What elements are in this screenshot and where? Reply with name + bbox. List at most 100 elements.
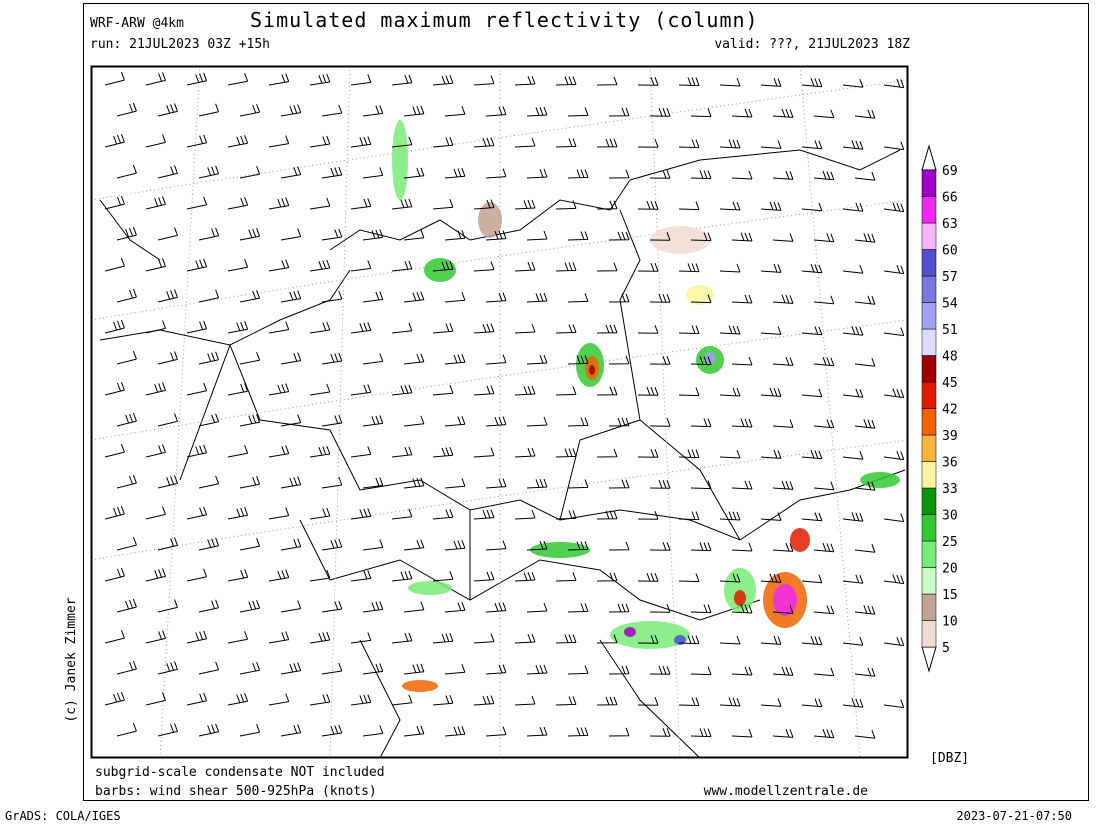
- wind-barb: [116, 164, 137, 179]
- wind-barb: [186, 506, 208, 520]
- wind-barb: [842, 140, 864, 150]
- wind-barb: [555, 510, 577, 520]
- colorbar-label: 66: [942, 191, 958, 206]
- wind-barb: [719, 449, 741, 459]
- colorbar: 5 10 15 20 25 30 33 36 39 42 45 48 51 54 57 60 63 66 69: [921, 144, 958, 673]
- wind-barb: [772, 728, 794, 738]
- wind-barb: [514, 385, 536, 396]
- wind-barb: [772, 419, 794, 428]
- wind-barb: [842, 326, 864, 336]
- wind-barb: [280, 166, 302, 179]
- wind-barb: [842, 451, 864, 460]
- wind-barb: [444, 416, 466, 427]
- wind-barb: [227, 445, 249, 458]
- wind-barb: [268, 383, 290, 396]
- wind-barb: [157, 599, 178, 613]
- wind-barb: [678, 77, 700, 87]
- wind-barb: [608, 541, 630, 551]
- wind-barb: [731, 480, 753, 490]
- wind-barb: [444, 354, 466, 365]
- wind-barb: [444, 292, 466, 303]
- colorbar-box: [921, 169, 937, 197]
- wind-barb: [350, 260, 372, 272]
- wind-barb: [883, 388, 905, 399]
- title: Simulated maximum reflectivity (column): [250, 8, 759, 32]
- wind-barb: [268, 569, 290, 582]
- wind-barb: [432, 447, 454, 458]
- wind-barb: [596, 324, 618, 334]
- wind-barb: [731, 108, 753, 118]
- wind-barb: [649, 418, 671, 427]
- wind-barb: [760, 263, 782, 273]
- colorbar-label: 48: [942, 350, 958, 365]
- wind-barb: [608, 107, 630, 117]
- wind-barb: [280, 414, 302, 427]
- wind-barb: [104, 567, 125, 582]
- wind-barb: [883, 513, 905, 523]
- wind-barb: [403, 663, 425, 675]
- wind-barb: [608, 169, 630, 179]
- wind-barb: [555, 696, 577, 706]
- wind-barb: [104, 691, 125, 706]
- wind-barb: [145, 382, 166, 396]
- wind-barb: [403, 105, 425, 117]
- wind-barb: [432, 695, 454, 706]
- wind-barb: [637, 697, 659, 706]
- wind-barb: [772, 666, 794, 676]
- wind-barb: [678, 325, 700, 335]
- wind-barb: [690, 666, 712, 676]
- colorbar-box: [921, 408, 937, 436]
- wind-barb: [772, 294, 794, 304]
- wind-barb: [555, 448, 577, 458]
- wind-barb: [321, 476, 343, 489]
- colorbar-label: 39: [942, 429, 958, 444]
- wind-barb: [473, 137, 495, 148]
- borders: [99, 149, 906, 759]
- wind-barb: [321, 600, 343, 613]
- wind-barb: [157, 351, 178, 365]
- wind-barb: [309, 507, 331, 520]
- wind-barb: [198, 227, 220, 241]
- wind-barb: [760, 387, 782, 397]
- wind-barb: [690, 480, 712, 490]
- wind-barb: [608, 603, 630, 613]
- wind-barb: [444, 602, 466, 613]
- wind-barb: [432, 261, 454, 272]
- wind-barb: [731, 356, 753, 366]
- wind-barb: [145, 630, 166, 644]
- wind-barb: [473, 75, 495, 86]
- colorbar-box: [921, 593, 937, 621]
- wind-barb: [198, 599, 220, 613]
- wind-barb: [391, 74, 413, 86]
- colorbar-box: [921, 620, 937, 648]
- wind-barb: [719, 139, 741, 149]
- wind-barb: [596, 634, 618, 644]
- wind-barb: [514, 571, 536, 582]
- wind-barb: [473, 695, 495, 706]
- colorbar-label: 33: [942, 482, 958, 497]
- wind-barb: [801, 449, 823, 460]
- wind-barb: [350, 570, 372, 582]
- wind-barb: [678, 635, 700, 645]
- colorbar-box: [921, 249, 937, 277]
- wind-barb: [239, 724, 261, 737]
- wind-barb: [432, 199, 454, 210]
- wind-barb: [813, 728, 835, 739]
- wind-barb: [145, 134, 166, 148]
- wind-barb: [186, 568, 208, 582]
- colorbar-label: 57: [942, 270, 958, 285]
- wind-barb: [116, 412, 137, 427]
- wind-barb: [637, 325, 659, 334]
- wind-barb: [116, 288, 137, 303]
- wind-barb: [760, 77, 782, 87]
- colorbar-box: [921, 196, 937, 224]
- wind-barb: [719, 697, 741, 707]
- wind-barb: [567, 107, 589, 117]
- wind-barb: [760, 573, 782, 583]
- colorbar-label: 45: [942, 376, 958, 391]
- wind-barb: [801, 263, 823, 274]
- colorbar-label: 69: [942, 164, 958, 179]
- wind-barbs: [104, 71, 905, 739]
- wind-barb: [760, 449, 782, 459]
- wind-barb: [801, 635, 823, 646]
